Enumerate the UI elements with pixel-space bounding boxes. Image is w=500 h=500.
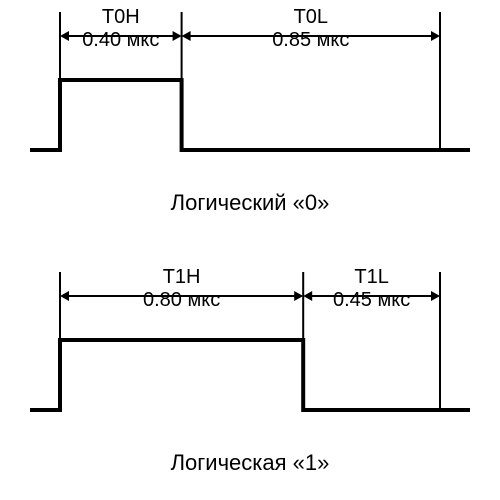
- t1l-time: 0.45 мкс: [333, 289, 410, 311]
- t0l-time: 0.85 мкс: [272, 29, 349, 51]
- t1h-name: T1H: [163, 266, 201, 288]
- t1h-label: T1H 0.80 мкс: [122, 266, 242, 312]
- logic1-caption: Логическая «1»: [0, 450, 500, 476]
- t1l-label: T1L 0.45 мкс: [312, 266, 432, 312]
- t0l-label: T0L 0.85 мкс: [251, 6, 371, 52]
- t0h-time: 0.40 мкс: [82, 29, 159, 51]
- t0l-name: T0L: [294, 6, 328, 28]
- timing-diagram: T0H 0.40 мкс T0L 0.85 мкс Логический «0»…: [0, 0, 500, 500]
- logic0-caption: Логический «0»: [0, 190, 500, 216]
- t1l-name: T1L: [354, 266, 388, 288]
- t0h-label: T0H 0.40 мкс: [61, 6, 181, 52]
- t0h-name: T0H: [102, 6, 140, 28]
- t1h-time: 0.80 мкс: [143, 289, 220, 311]
- diagram-svg: [0, 0, 500, 500]
